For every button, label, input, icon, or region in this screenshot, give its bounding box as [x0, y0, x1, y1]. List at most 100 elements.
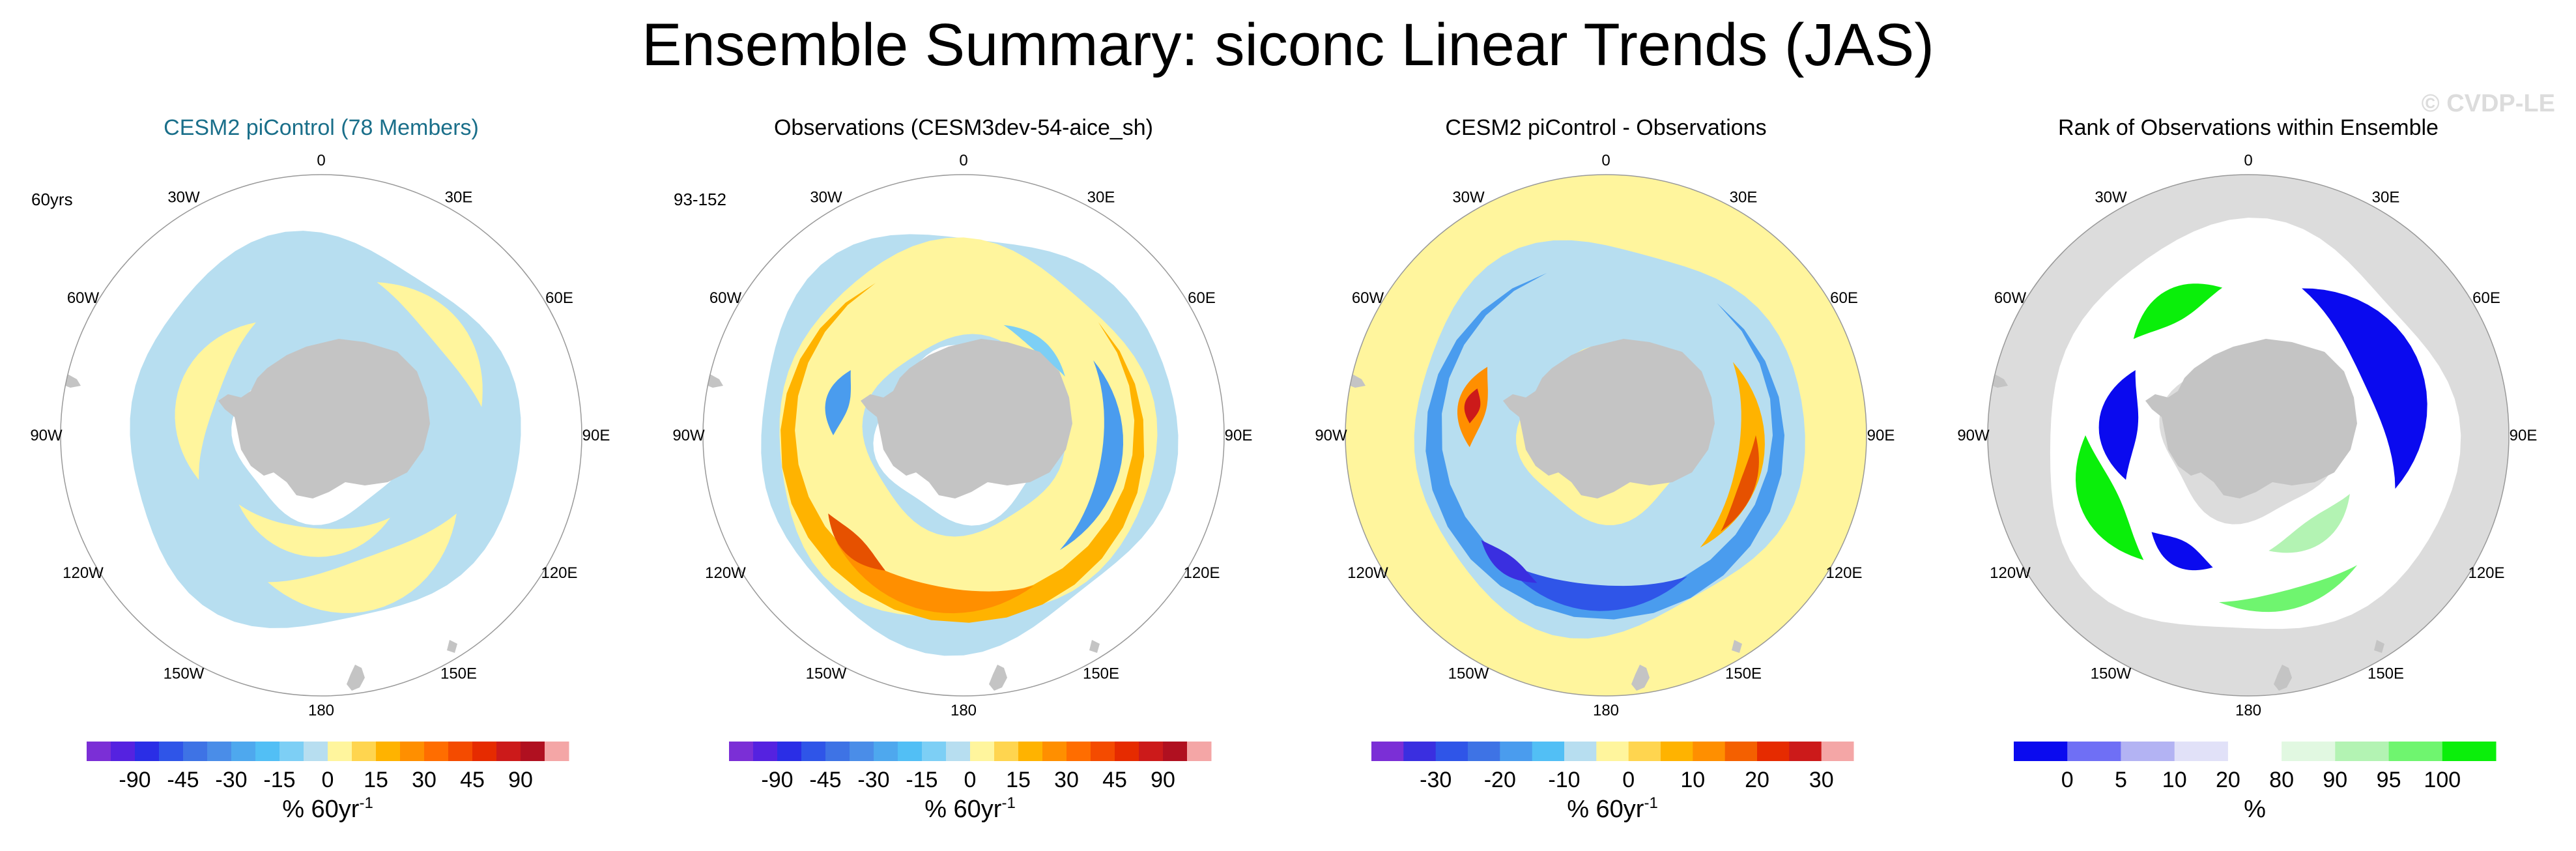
colorbar-cell [207, 742, 232, 761]
watermark: © CVDP-LE [2421, 90, 2555, 117]
colorbar-cell [1661, 742, 1693, 761]
colorbar-tick-label: -15 [263, 768, 295, 792]
colorbar-cell [2174, 742, 2229, 761]
data-layer [1345, 240, 1805, 691]
panel-difference: CESM2 piControl - Observations 0 30E 60E 90… [1285, 114, 1927, 844]
colorbar-tick-label: 30 [1054, 768, 1079, 792]
longitude-label: 30W [2095, 189, 2127, 207]
colorbar-cell [801, 742, 826, 761]
longitude-label: 60W [1994, 289, 2027, 307]
field-patch [2268, 494, 2350, 553]
panel-title: CESM2 piControl (78 Members) [164, 115, 479, 140]
colorbar-cell [753, 742, 778, 761]
colorbar-tick-label: 20 [2216, 768, 2240, 792]
colorbar-cell [825, 742, 850, 761]
colorbar-tick-label: 15 [1006, 768, 1031, 792]
colorbar-cell [1724, 742, 1758, 761]
longitude-label: 0 [959, 152, 967, 169]
colorbar-cell [1789, 742, 1822, 761]
new-zealand-land [2274, 665, 2292, 691]
longitude-label: 30W [810, 189, 842, 207]
panel-map-svg: 0 30E 60E 90E 120E 150E 180 150W 120W 90W 60W 30W 60… [30, 152, 610, 823]
colorbar-cell [2335, 742, 2389, 761]
longitude-label: 150W [1448, 665, 1489, 683]
colorbar-cell [970, 742, 995, 761]
colorbar-cell [1628, 742, 1661, 761]
colorbar-cell [2282, 742, 2336, 761]
south-america-land [1988, 365, 2008, 388]
colorbar-cell [777, 742, 802, 761]
island-land [1732, 640, 1742, 653]
longitude-label: 120E [1825, 564, 1862, 582]
colorbar-cell [255, 742, 280, 761]
colorbar-tick-label: -90 [119, 768, 150, 792]
longitude-label: 120E [2468, 564, 2504, 582]
colorbar-unit-label: % [2244, 796, 2266, 823]
longitude-label: 0 [317, 152, 325, 169]
field-patch [238, 504, 391, 557]
colorbar-tick-label: 45 [1102, 768, 1127, 792]
panel-map-svg: 0 30E 60E 90E 120E 150E 180 150W 120W 90W 60W 30W 0 5… [1957, 152, 2538, 823]
colorbar-tick-label: 100 [2424, 768, 2461, 792]
colorbar-cell [1371, 742, 1404, 761]
colorbar-unit-label: % 60yr-1 [282, 794, 373, 823]
figure-title: Ensemble Summary: siconc Linear Trends (… [642, 12, 1934, 78]
colorbar-cell [1139, 742, 1164, 761]
panel-observations: Observations (CESM3dev-54-aice_sh) 0 30E 6… [642, 114, 1285, 844]
longitude-label: 150E [1725, 665, 1762, 683]
island-land [1089, 640, 1100, 653]
colorbar-cell [279, 742, 304, 761]
longitude-label: 30W [1452, 189, 1485, 207]
colorbar-cell [1403, 742, 1437, 761]
colorbar-cell [304, 742, 328, 761]
map-outline [1345, 174, 1867, 697]
antarctica-land [2145, 339, 2357, 498]
field-patch [1700, 362, 1765, 548]
field-patch [2133, 283, 2223, 339]
panel-title: CESM2 piControl - Observations [1445, 115, 1767, 140]
colorbar-cell [496, 742, 521, 761]
colorbar-cell [898, 742, 923, 761]
colorbar-tick-label: 45 [460, 768, 485, 792]
field-patch [377, 282, 483, 407]
longitude-label: 60E [1830, 289, 1858, 307]
data-layer [703, 234, 1179, 691]
colorbar-tick-label: 30 [412, 768, 436, 792]
colorbar-cell [448, 742, 473, 761]
data-layer [1988, 218, 2461, 691]
field-patch [1003, 325, 1065, 377]
colorbar-cell [1564, 742, 1597, 761]
colorbar-tick-label: 20 [1745, 768, 1769, 792]
longitude-label: 30E [1087, 189, 1115, 207]
colorbar-tick-label: 10 [1680, 768, 1705, 792]
colorbar-tick-label: -20 [1484, 768, 1516, 792]
field-patch [130, 231, 521, 628]
longitude-label: 90W [672, 427, 705, 444]
longitude-label: 90E [1867, 427, 1895, 444]
field-patch [779, 237, 1158, 616]
colorbar-cell [2014, 742, 2068, 761]
longitude-label: 60E [1188, 289, 1216, 307]
panel-map-svg: 0 30E 60E 90E 120E 150E 180 150W 120W 90W 60W 30W 93… [672, 152, 1252, 823]
field-patch [825, 370, 851, 435]
field-patch [2151, 532, 2213, 571]
longitude-label: 90W [1315, 427, 1347, 444]
colorbar-cell [87, 742, 111, 761]
field-patch [836, 541, 1034, 614]
colorbar-cell [850, 742, 874, 761]
longitude-label: 60E [545, 289, 573, 307]
colorbar-cell [1821, 742, 1854, 761]
period-label: 93-152 [674, 190, 726, 209]
colorbar-cell [376, 742, 401, 761]
colorbar-cell [729, 742, 754, 761]
longitude-label: 150W [2091, 665, 2132, 683]
colorbar-cell [2067, 742, 2121, 761]
longitude-label: 150W [806, 665, 847, 683]
panel-rank: Rank of Observations within Ensemble 0 30… [1927, 114, 2569, 844]
antarctica-land [1503, 339, 1715, 498]
map-outline [702, 174, 1225, 697]
field-patch [1721, 435, 1759, 532]
longitude-label: 90E [582, 427, 610, 444]
field-patch [2076, 435, 2144, 560]
longitude-label: 90E [2510, 427, 2538, 444]
